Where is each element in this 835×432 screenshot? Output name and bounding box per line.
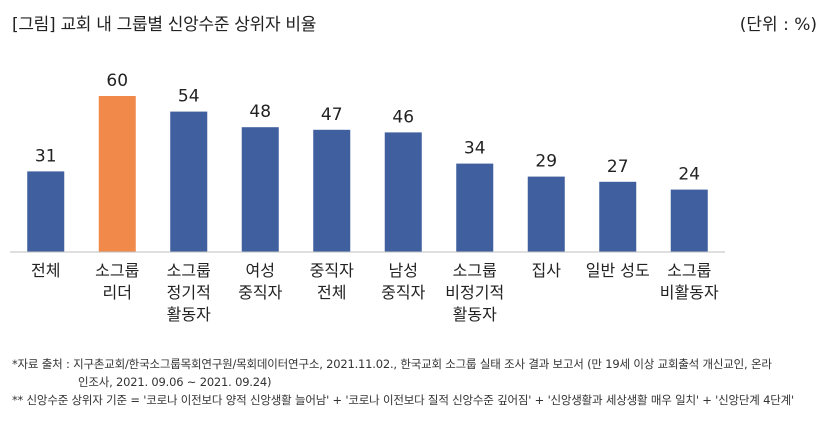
- value-label-10: 24: [678, 165, 700, 185]
- chart-title: [그림] 교회 내 그룹별 신앙수준 상위자 비율: [12, 15, 317, 35]
- category-label-1: 전체: [31, 261, 60, 280]
- value-label-1: 31: [35, 146, 57, 166]
- bar-2: [98, 96, 136, 252]
- value-label-2: 60: [106, 71, 128, 91]
- bar-8: [527, 176, 565, 252]
- footnote-criteria: ** 신앙수준 상위자 기준 = '코로나 이전보다 양적 신앙생활 늘어남' …: [12, 393, 794, 407]
- value-label-9: 27: [607, 157, 629, 177]
- category-label-3: 소그룹 정기적 활동자: [167, 261, 211, 324]
- bar-6: [384, 132, 422, 252]
- value-label-4: 48: [249, 102, 271, 122]
- category-label-7: 소그룹 비정기적 활동자: [445, 261, 504, 324]
- bar-1: [27, 171, 65, 252]
- category-label-5: 중직자 전체: [310, 261, 354, 302]
- footnote-source-continued: 인조사, 2021. 09.06 ~ 2021. 09.24): [78, 375, 272, 389]
- value-label-3: 54: [178, 87, 200, 107]
- category-label-8: 집사: [532, 261, 562, 280]
- bar-7: [456, 163, 494, 252]
- value-label-6: 46: [392, 107, 414, 127]
- category-label-6: 남성 중직자: [381, 261, 425, 302]
- category-label-4: 여성 중직자: [238, 261, 282, 302]
- bar-9: [599, 181, 637, 252]
- bar-10: [670, 189, 708, 252]
- bar-5: [313, 129, 351, 252]
- category-label-10: 소그룹 비활동자: [660, 261, 719, 302]
- footnotes: *자료 출처 : 지구촌교회/한국소그룹목회연구원/목회데이터연구소, 2021…: [12, 355, 822, 409]
- category-label-2: 소그룹 리더: [95, 261, 139, 302]
- category-label-9: 일반 성도: [586, 261, 650, 280]
- value-label-5: 47: [321, 105, 343, 125]
- value-label-8: 29: [535, 152, 557, 172]
- bar-chart: 31 60 54 48 47 46 34 29 27 24 전체 소그룹 리더 소그룹 정기적 활동자 여성 중…: [10, 71, 725, 324]
- value-label-7: 34: [464, 139, 486, 159]
- bar-4: [241, 127, 279, 252]
- footnote-source: *자료 출처 : 지구촌교회/한국소그룹목회연구원/목회데이터연구소, 2021…: [12, 357, 772, 371]
- bar-3: [170, 111, 208, 252]
- unit-label: (단위 : %): [739, 15, 817, 35]
